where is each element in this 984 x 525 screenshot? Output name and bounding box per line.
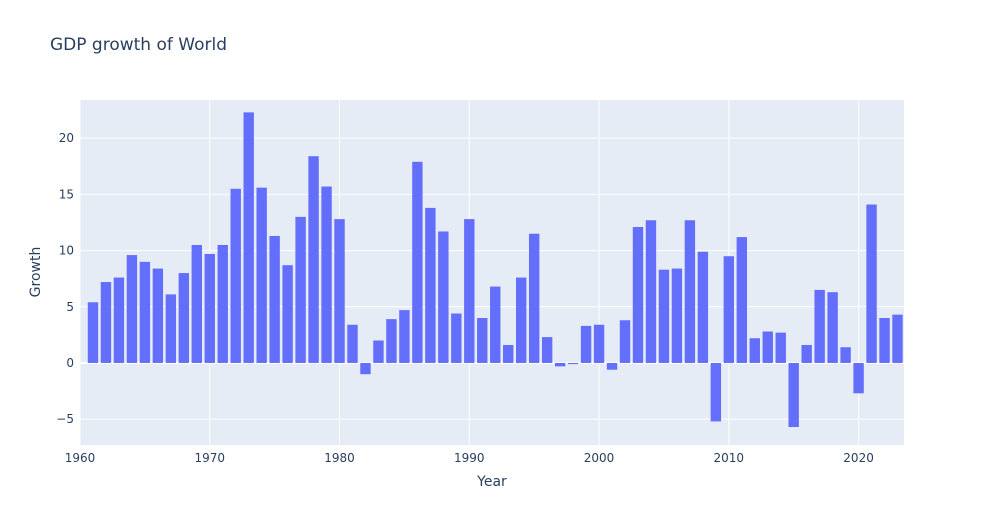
bar-1981[interactable] — [347, 324, 358, 363]
bar-2001[interactable] — [606, 362, 618, 370]
bar-2015[interactable] — [788, 362, 799, 428]
bar-1971[interactable] — [217, 244, 228, 363]
y-tick-label: 15 — [59, 187, 74, 201]
bar-2022[interactable] — [879, 318, 890, 363]
bar-1976[interactable] — [282, 265, 293, 363]
bar-1978[interactable] — [308, 156, 319, 363]
y-axis-label: Growth — [28, 247, 44, 298]
bar-2014[interactable] — [775, 332, 786, 363]
bar-1986[interactable] — [412, 161, 423, 363]
bar-1968[interactable] — [178, 273, 190, 363]
bar-1963[interactable] — [113, 277, 125, 363]
y-tick-label: 0 — [66, 356, 74, 370]
bar-2009[interactable] — [710, 362, 722, 422]
bar-2020[interactable] — [853, 362, 864, 394]
x-tick-label: 2020 — [843, 451, 874, 465]
bar-1994[interactable] — [516, 277, 527, 363]
y-tick-label: 20 — [59, 131, 74, 145]
bar-2012[interactable] — [749, 338, 760, 363]
bar-1966[interactable] — [152, 268, 164, 363]
bar-2013[interactable] — [762, 331, 773, 363]
bar-1965[interactable] — [139, 261, 151, 363]
bar-1980[interactable] — [334, 219, 345, 363]
bar-1970[interactable] — [204, 253, 215, 363]
bar-1977[interactable] — [295, 216, 306, 363]
bar-2005[interactable] — [658, 269, 670, 363]
bar-1989[interactable] — [451, 313, 462, 363]
y-tick-label: 5 — [66, 300, 74, 314]
y-tick-label: 10 — [59, 244, 74, 258]
bar-2023[interactable] — [892, 314, 903, 363]
bar-1983[interactable] — [373, 340, 384, 363]
bar-2021[interactable] — [866, 204, 877, 363]
bar-2002[interactable] — [619, 320, 631, 363]
x-tick-label: 2010 — [714, 451, 745, 465]
bar-1969[interactable] — [191, 244, 202, 363]
x-axis-ticks: 1960 1970 1980 1990 2000 2010 2020 — [65, 451, 874, 465]
bar-2016[interactable] — [801, 344, 812, 363]
bar-1974[interactable] — [256, 187, 267, 363]
bar-1998[interactable] — [567, 362, 579, 365]
plot-area — [80, 100, 904, 445]
bar-1995[interactable] — [528, 233, 540, 363]
bar-1999[interactable] — [580, 325, 592, 363]
bars — [87, 112, 903, 428]
bar-1975[interactable] — [269, 235, 280, 363]
bar-2000[interactable] — [593, 324, 605, 363]
bar-2019[interactable] — [840, 347, 851, 363]
x-tick-label: 1970 — [194, 451, 225, 465]
bar-1991[interactable] — [477, 318, 488, 363]
bar-2017[interactable] — [814, 289, 825, 363]
bar-1987[interactable] — [425, 207, 436, 363]
bar-1996[interactable] — [541, 337, 553, 363]
chart-title: GDP growth of World — [50, 35, 227, 55]
bar-1988[interactable] — [438, 231, 449, 363]
bar-1979[interactable] — [321, 186, 332, 363]
bar-1973[interactable] — [243, 112, 254, 363]
bar-2006[interactable] — [671, 268, 683, 363]
bar-1985[interactable] — [399, 310, 410, 363]
x-tick-label: 2000 — [584, 451, 615, 465]
bar-1961[interactable] — [87, 302, 99, 363]
bar-1997[interactable] — [554, 362, 566, 367]
bar-1982[interactable] — [360, 362, 371, 375]
bar-2011[interactable] — [736, 237, 747, 363]
bar-2007[interactable] — [684, 220, 696, 363]
x-tick-label: 1990 — [454, 451, 485, 465]
bar-1984[interactable] — [386, 319, 397, 363]
bar-1993[interactable] — [503, 344, 514, 363]
bar-1972[interactable] — [230, 188, 241, 363]
y-tick-label: −5 — [56, 412, 74, 426]
bar-2004[interactable] — [645, 220, 657, 363]
y-axis-ticks: −5 0 5 10 15 20 — [56, 131, 74, 426]
bar-1990[interactable] — [464, 219, 475, 363]
x-tick-label: 1980 — [324, 451, 355, 465]
bar-1962[interactable] — [100, 282, 112, 363]
bar-2018[interactable] — [827, 292, 838, 363]
bar-2010[interactable] — [723, 256, 735, 363]
bar-1967[interactable] — [165, 294, 177, 363]
bar-1964[interactable] — [126, 255, 138, 363]
bar-1992[interactable] — [490, 286, 501, 363]
x-axis-label: Year — [476, 474, 507, 490]
bar-2003[interactable] — [632, 226, 644, 363]
x-tick-label: 1960 — [65, 451, 96, 465]
bar-2008[interactable] — [697, 251, 709, 363]
